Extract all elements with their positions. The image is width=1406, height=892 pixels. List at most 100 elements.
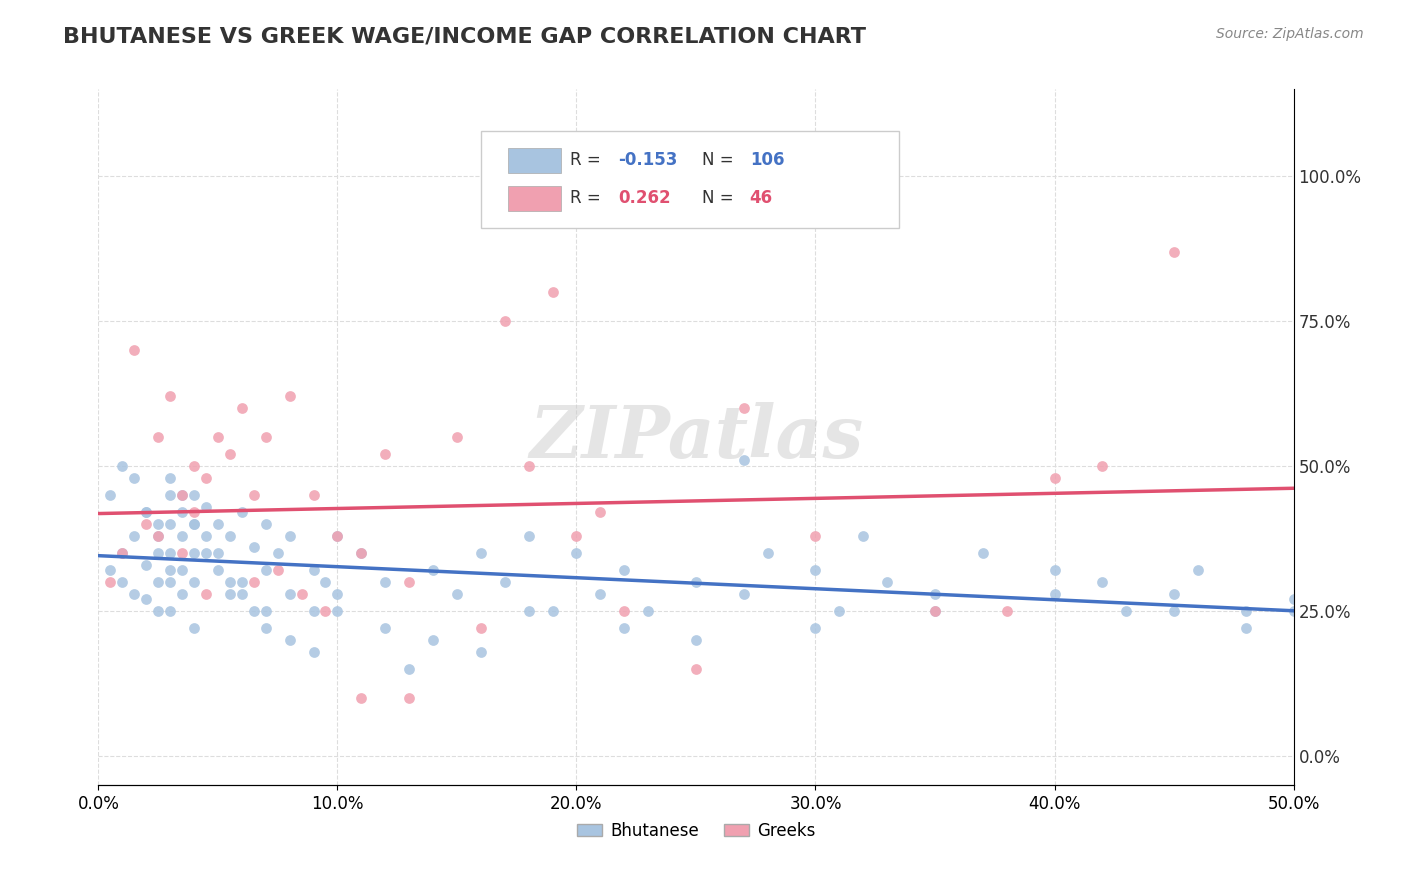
- Point: [494, 314, 516, 328]
- Text: 0.262: 0.262: [619, 189, 671, 208]
- Point: [195, 587, 218, 601]
- Point: [302, 488, 325, 502]
- Point: [302, 644, 325, 658]
- Point: [183, 574, 205, 589]
- Point: [254, 564, 277, 578]
- Point: [374, 621, 396, 635]
- Point: [172, 587, 194, 601]
- Point: [278, 389, 301, 403]
- Text: R =: R =: [571, 189, 602, 208]
- Point: [135, 558, 157, 572]
- Point: [148, 528, 170, 542]
- Point: [733, 453, 755, 467]
- Point: [876, 574, 898, 589]
- Point: [219, 528, 242, 542]
- Point: [148, 604, 170, 618]
- Point: [159, 574, 181, 589]
- Point: [98, 564, 122, 578]
- Point: [517, 604, 540, 618]
- Point: [565, 546, 588, 560]
- Point: [183, 516, 205, 531]
- Point: [172, 564, 194, 578]
- Point: [326, 528, 349, 542]
- Point: [159, 546, 181, 560]
- Point: [219, 574, 242, 589]
- Point: [148, 574, 170, 589]
- Point: [172, 488, 194, 502]
- Text: 106: 106: [749, 151, 785, 169]
- Point: [315, 574, 337, 589]
- Point: [207, 430, 229, 444]
- Point: [254, 430, 277, 444]
- FancyBboxPatch shape: [481, 131, 900, 228]
- Point: [159, 389, 181, 403]
- Point: [326, 604, 349, 618]
- Text: -0.153: -0.153: [619, 151, 678, 169]
- Point: [374, 574, 396, 589]
- Point: [1282, 604, 1305, 618]
- Text: N =: N =: [702, 151, 734, 169]
- Point: [278, 633, 301, 648]
- Point: [1282, 592, 1305, 607]
- Point: [111, 546, 134, 560]
- Point: [398, 574, 420, 589]
- Point: [124, 343, 146, 358]
- Point: [398, 690, 420, 705]
- Point: [148, 528, 170, 542]
- Point: [148, 516, 170, 531]
- Point: [278, 587, 301, 601]
- Point: [1043, 470, 1066, 484]
- Point: [148, 430, 170, 444]
- Point: [756, 546, 779, 560]
- Point: [804, 621, 827, 635]
- Point: [195, 546, 218, 560]
- Point: [135, 505, 157, 519]
- Point: [326, 528, 349, 542]
- Point: [172, 528, 194, 542]
- FancyBboxPatch shape: [509, 186, 561, 211]
- Point: [231, 401, 253, 415]
- Point: [541, 285, 564, 299]
- Point: [350, 546, 373, 560]
- Point: [243, 604, 266, 618]
- Point: [446, 587, 468, 601]
- Point: [804, 528, 827, 542]
- Point: [254, 604, 277, 618]
- Text: R =: R =: [571, 151, 602, 169]
- Point: [350, 690, 373, 705]
- Point: [231, 505, 253, 519]
- Point: [613, 621, 636, 635]
- Point: [1163, 244, 1185, 259]
- Point: [1043, 587, 1066, 601]
- Point: [172, 546, 194, 560]
- Point: [828, 604, 851, 618]
- Point: [1187, 564, 1209, 578]
- Point: [98, 574, 122, 589]
- Point: [1163, 587, 1185, 601]
- Point: [207, 516, 229, 531]
- Point: [183, 546, 205, 560]
- Point: [422, 564, 444, 578]
- Point: [159, 564, 181, 578]
- Point: [231, 574, 253, 589]
- Point: [183, 505, 205, 519]
- Point: [195, 500, 218, 514]
- Text: 46: 46: [749, 189, 773, 208]
- Point: [111, 574, 134, 589]
- Text: ZIPatlas: ZIPatlas: [529, 401, 863, 473]
- Point: [446, 430, 468, 444]
- Point: [852, 528, 875, 542]
- Point: [1163, 604, 1185, 618]
- Point: [1091, 458, 1114, 473]
- Point: [254, 516, 277, 531]
- Text: BHUTANESE VS GREEK WAGE/INCOME GAP CORRELATION CHART: BHUTANESE VS GREEK WAGE/INCOME GAP CORRE…: [63, 27, 866, 46]
- Point: [804, 564, 827, 578]
- Point: [111, 546, 134, 560]
- Point: [207, 564, 229, 578]
- Point: [159, 488, 181, 502]
- Point: [98, 488, 122, 502]
- Point: [183, 516, 205, 531]
- Point: [315, 604, 337, 618]
- Point: [470, 644, 492, 658]
- Point: [326, 587, 349, 601]
